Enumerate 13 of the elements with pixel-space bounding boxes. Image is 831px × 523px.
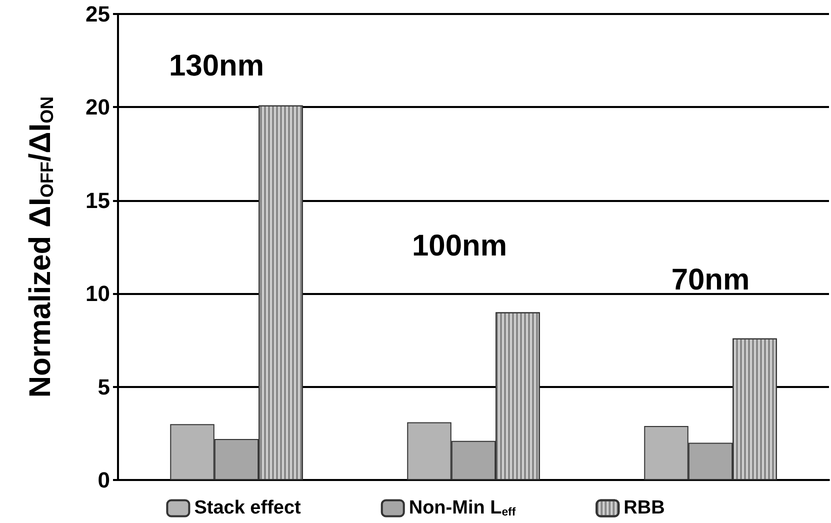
legend-label: RBB xyxy=(624,498,665,519)
legend-label: Stack effect xyxy=(194,498,302,519)
y-tick-label: 5 xyxy=(98,374,110,400)
x-tick-label: 70nm xyxy=(671,264,750,296)
legend-label: Non-Min Leff xyxy=(408,498,516,519)
y-axis-title: Normalized ΔIOFF/ΔION xyxy=(24,96,57,398)
y-tick-label: 0 xyxy=(98,468,110,492)
y-tick-label: 10 xyxy=(86,281,110,306)
y-tick-label: 25 xyxy=(86,2,110,26)
x-tick-label: 130nm xyxy=(168,50,264,82)
y-tick-label: 20 xyxy=(86,94,110,120)
y-tick-label: 15 xyxy=(86,188,110,213)
x-tick-label: 100nm xyxy=(412,230,508,262)
